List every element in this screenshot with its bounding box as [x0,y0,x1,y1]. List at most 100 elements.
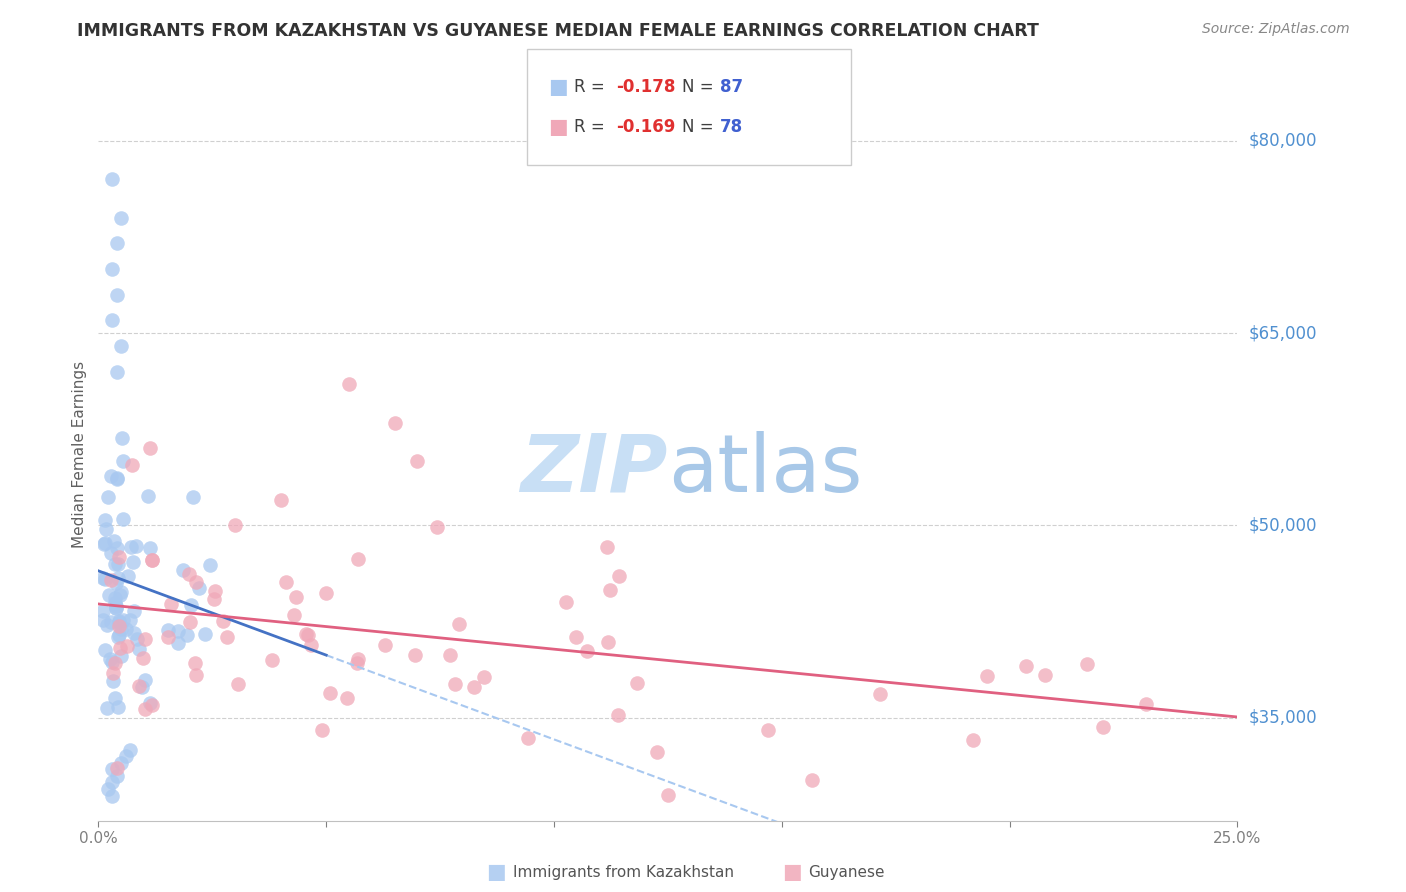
Point [100,573,122,587]
Point [224,518,246,533]
Point [212,614,235,628]
Point [101,789,124,803]
Point [104,656,127,670]
Point [285,591,308,605]
Point [134,673,156,687]
Point [194,626,217,640]
Point [176,628,198,642]
Point [260,653,283,667]
Point [179,615,201,629]
Point [204,584,226,599]
Point [447,617,470,632]
Point [297,628,319,642]
Point [183,656,205,670]
Point [177,567,200,582]
Point [93,536,115,550]
Point [141,553,163,567]
Point [114,749,136,764]
Point [120,613,142,627]
Point [110,756,132,770]
Point [141,698,163,713]
Point [105,761,128,775]
Point [100,469,122,483]
Text: N =: N = [682,118,718,136]
Text: ■: ■ [782,863,801,882]
Text: IMMIGRANTS FROM KAZAKHSTAN VS GUYANESE MEDIAN FEMALE EARNINGS CORRELATION CHART: IMMIGRANTS FROM KAZAKHSTAN VS GUYANESE M… [77,22,1039,40]
Point [187,581,209,595]
Point [439,648,461,662]
Point [311,723,333,737]
Text: R =: R = [574,118,610,136]
Point [104,690,127,705]
Point [134,632,156,647]
Point [105,576,128,591]
Point [104,591,127,605]
Point [101,762,124,776]
Point [962,733,984,747]
Point [200,558,222,572]
Point [215,630,238,644]
Point [136,489,159,503]
Point [565,630,588,644]
Point [374,638,396,652]
Text: atlas: atlas [668,431,862,508]
Point [94,522,117,536]
Point [100,615,122,630]
Point [156,630,179,644]
Point [315,585,337,599]
Point [122,555,145,569]
Point [869,687,891,701]
Point [607,708,630,723]
Point [104,596,127,610]
Point [181,490,204,504]
Point [609,568,631,582]
Point [111,431,134,445]
Point [138,441,160,455]
Point [96,701,118,715]
Point [1091,720,1114,734]
Point [93,513,115,527]
Point [295,626,318,640]
Point [166,624,188,638]
Point [107,699,129,714]
Point [97,588,120,602]
Point [101,313,124,327]
Text: -0.169: -0.169 [616,118,675,136]
Point [128,642,150,657]
Point [105,472,128,486]
Point [112,454,135,468]
Point [94,572,117,586]
Point [128,680,150,694]
Text: -0.178: -0.178 [616,78,675,96]
Point [108,614,131,628]
Point [626,676,648,690]
Point [800,773,823,788]
Point [110,585,132,599]
Point [105,541,128,555]
Point [276,574,298,589]
Point [105,287,128,301]
Point [97,491,120,505]
Point [94,643,117,657]
Point [180,599,202,613]
Point [117,639,139,653]
Point [645,744,668,758]
Point [186,575,208,590]
Point [107,557,129,571]
Point [93,613,115,627]
Point [105,471,128,485]
Point [347,652,370,666]
Point [160,598,183,612]
Point [108,619,131,633]
Text: 78: 78 [720,118,742,136]
Point [120,540,142,554]
Point [596,635,619,649]
Point [134,701,156,715]
Point [156,623,179,637]
Point [384,416,406,430]
Point [517,731,540,745]
Point [108,615,131,629]
Point [107,571,129,585]
Text: ■: ■ [548,117,568,136]
Point [124,604,146,618]
